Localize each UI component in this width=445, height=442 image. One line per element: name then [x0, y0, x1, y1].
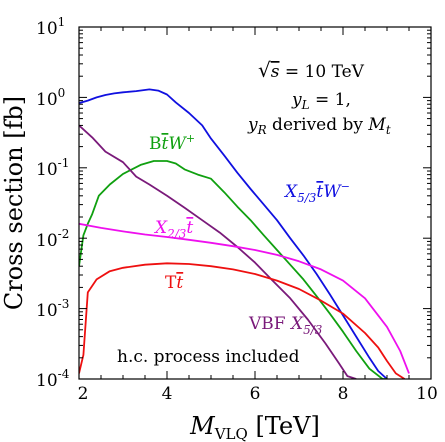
annotation-sqrt-s: √s = 10 TeV: [258, 58, 365, 82]
y-tick-label: 100: [36, 86, 65, 110]
annotation-yl: yL = 1,: [291, 90, 351, 112]
y-axis-title: Cross section [fb]: [0, 96, 28, 310]
series-layer: [79, 88, 410, 379]
series-label-bwplus: BtW+: [149, 132, 195, 154]
tick-layer: [78, 26, 432, 380]
y-tick-labels: 10-4 10-3 10-2 10-1 100 101: [36, 15, 70, 391]
series-line-0: [79, 88, 388, 379]
y-tick-label: 10-4: [36, 367, 70, 391]
annotation-hc-note: h.c. process included: [117, 347, 300, 367]
annotation-yr: yR derived by Mt: [247, 115, 391, 137]
series-label-vbf: VBF X5/3: [248, 314, 323, 337]
y-tick-label: 10-3: [36, 297, 69, 321]
x-tick-label: 6: [250, 384, 261, 404]
series-line-1: [79, 160, 387, 379]
x-tick-label: 8: [338, 384, 349, 404]
series-line-2: [79, 124, 357, 379]
x-tick-label: 10: [416, 384, 438, 404]
y-tick-label: 10-2: [36, 227, 69, 251]
y-tick-label: 10-1: [36, 156, 69, 180]
x-tick-label: 2: [78, 384, 89, 404]
series-line-3: [79, 222, 410, 374]
series-label-x53tw: X5/3tW−: [283, 180, 350, 205]
y-tick-label: 101: [36, 15, 65, 39]
x-tick-label: 4: [162, 384, 173, 404]
series-label-tt: Tt: [165, 273, 183, 293]
series-label-x23t: X2/3t: [153, 218, 193, 241]
series-line-4: [79, 262, 406, 379]
x-axis-title: MVLQ [TeV]: [189, 412, 320, 442]
x-tick-labels: 2 4 6 8 10: [78, 384, 438, 404]
